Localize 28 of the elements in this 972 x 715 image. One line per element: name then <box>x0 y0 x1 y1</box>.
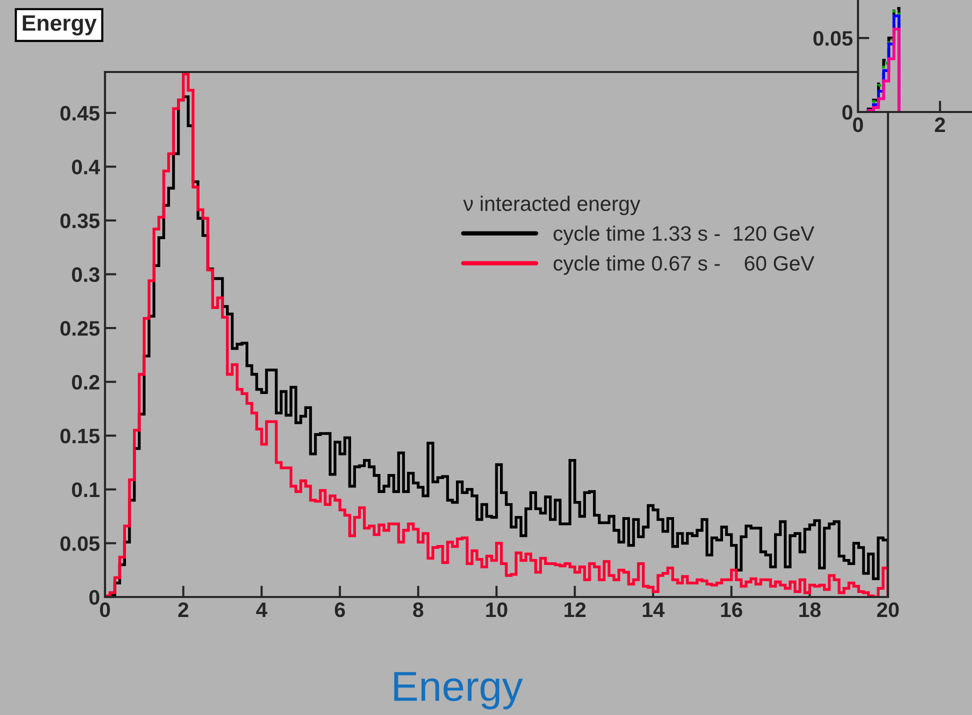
y-tick-label: 0 <box>89 590 100 605</box>
x-tick-label: 16 <box>721 602 742 618</box>
y-tick-label: 0.05 <box>60 536 100 551</box>
y-tick-label: 0.4 <box>72 160 100 174</box>
x-tick-label: 6 <box>334 602 345 618</box>
x-tick-label: 20 <box>877 602 899 618</box>
x-tick-label: 0 <box>100 602 110 618</box>
y-tick-label: 0.05 <box>813 31 853 46</box>
x-tick-label: 10 <box>486 602 508 618</box>
legend-label: cycle time 0.67 s - 60 GeV <box>554 255 814 275</box>
x-tick-label: 2 <box>934 117 945 132</box>
x-tick-label: 18 <box>799 602 821 618</box>
x-tick-label: 14 <box>642 602 665 617</box>
y-tick-label: 0.45 <box>60 106 100 121</box>
x-tick-label: 12 <box>564 602 586 617</box>
text: Energy <box>394 672 523 710</box>
y-tick-label: 0.15 <box>60 428 100 444</box>
y-tick-label: 0.3 <box>72 267 100 282</box>
legend-title: ν interacted energy <box>463 196 640 216</box>
y-tick-label: 0.25 <box>60 321 100 336</box>
x-tick-label: 8 <box>413 602 424 618</box>
y-tick-label: 0.1 <box>72 482 100 498</box>
x-tick-label: 2 <box>178 602 188 617</box>
y-tick-label: 0.35 <box>60 213 100 228</box>
legend-label: cycle time 1.33 s - 120 GeV <box>554 226 814 246</box>
y-tick-label: 0.2 <box>72 374 100 390</box>
chart-title: Energy <box>22 15 97 36</box>
x-tick-label: 4 <box>256 602 268 617</box>
